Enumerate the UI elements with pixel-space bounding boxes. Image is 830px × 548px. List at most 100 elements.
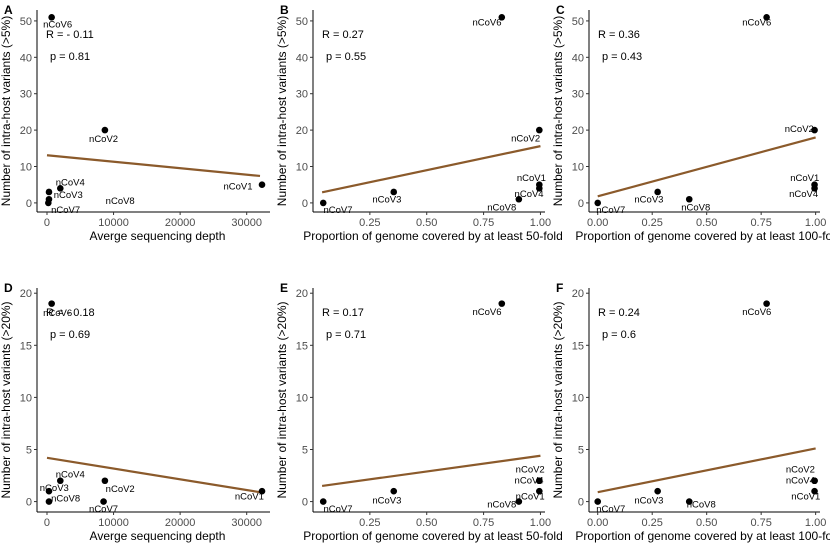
point-label-ncov7: nCoV7 (596, 504, 625, 515)
data-point-ncov3 (654, 188, 661, 196)
y-tick-label: 20 (572, 125, 584, 137)
y-tick-label: 0 (578, 198, 584, 210)
point-label-ncov8: nCoV8 (487, 203, 516, 214)
data-point-ncov8 (685, 498, 693, 505)
panel-c: 0 10 20 30 40 50 0.00 0.25 0.50 0.75 1.00Proportio… (551, 3, 830, 243)
y-tick-label: 10 (20, 392, 32, 404)
y-tick-label: 0 (578, 497, 584, 509)
point-label-ncov8: nCoV8 (106, 196, 135, 207)
trend-line (321, 145, 541, 194)
trend-line (597, 136, 816, 198)
point-label-ncov1: nCoV1 (517, 173, 546, 184)
point-label-ncov3: nCoV3 (634, 496, 663, 507)
p-value-text: p = 0.6 (602, 329, 636, 341)
y-tick-label: 20 (296, 125, 308, 137)
data-point-ncov4 (536, 185, 543, 192)
point-label-ncov1: nCoV1 (235, 491, 264, 502)
point-label-ncov1: nCoV1 (791, 491, 820, 502)
y-tick-label: 10 (296, 162, 308, 174)
y-tick-label: 40 (296, 52, 308, 64)
y-tick-label: 0 (26, 198, 32, 210)
x-axis-label: Proportion of genome covered by at least… (575, 529, 830, 543)
point-label-ncov2: nCoV2 (89, 134, 118, 145)
data-point-ncov8 (515, 195, 523, 203)
point-label-ncov4: nCoV4 (56, 469, 85, 480)
point-label-ncov7: nCoV7 (89, 504, 118, 515)
data-point-ncov1 (258, 181, 266, 189)
x-axis-label: Proportion of genome covered by at least… (303, 529, 563, 543)
x-axis-label: Averge sequencing depth (90, 229, 226, 243)
correlation-r-text: R = 0.17 (322, 307, 364, 319)
data-point-ncov7 (594, 199, 602, 207)
x-tick-label: 0.50 (416, 217, 437, 229)
data-point-ncov1 (536, 487, 543, 495)
data-point-ncov2 (101, 126, 109, 134)
y-tick-label: 15 (20, 340, 32, 352)
x-tick-label: 0.50 (696, 217, 717, 229)
data-point-ncov2 (101, 477, 109, 485)
data-point-ncov7 (319, 199, 327, 207)
x-tick-label: 0.75 (750, 217, 771, 229)
data-point-ncov3 (654, 487, 661, 495)
x-tick-label: 0.25 (359, 217, 380, 229)
p-value-text: p = 0.81 (50, 51, 90, 63)
point-label-ncov2: nCoV2 (106, 484, 135, 495)
point-label-ncov7: nCoV7 (596, 205, 625, 216)
point-label-ncov4: nCoV4 (515, 189, 544, 200)
y-tick-label: 30 (572, 89, 584, 101)
y-tick-label: 50 (572, 16, 584, 28)
point-label-ncov1: nCoV1 (790, 173, 819, 184)
x-tick-label: 0.75 (750, 517, 771, 529)
panel-label: C (556, 3, 565, 17)
panel-d: 0 5 10 15 20 0 10000 20000 30000 Averge sequencin… (0, 281, 270, 543)
y-tick-label: 0 (26, 497, 32, 509)
data-point-ncov8 (685, 195, 693, 203)
y-tick-label: 30 (20, 89, 32, 101)
correlation-r-text: R = 0.36 (598, 29, 640, 41)
data-point-ncov7 (45, 199, 52, 207)
correlation-r-text: R = - 0.18 (46, 307, 95, 319)
x-tick-label: 0.25 (641, 217, 662, 229)
p-value-text: p = 0.55 (326, 51, 366, 63)
point-label-ncov6: nCoV6 (472, 307, 501, 318)
x-tick-label: 0.00 (587, 517, 608, 529)
data-point-ncov4 (536, 477, 543, 485)
correlation-r-text: R = 0.24 (598, 307, 640, 319)
data-point-ncov6 (763, 300, 770, 307)
y-tick-label: 0 (302, 497, 308, 509)
y-tick-label: 15 (572, 340, 584, 352)
y-tick-label: 10 (572, 162, 584, 174)
data-point-ncov6 (498, 13, 506, 21)
point-label-ncov8: nCoV8 (51, 493, 80, 504)
point-label-ncov1: nCoV1 (516, 491, 545, 502)
data-point-ncov3 (390, 188, 398, 196)
x-tick-label: 0.00 (587, 217, 608, 229)
data-point-ncov4 (57, 477, 64, 485)
point-label-ncov6: nCoV6 (472, 18, 501, 29)
data-point-ncov4 (57, 185, 64, 192)
data-point-ncov6 (498, 300, 506, 307)
x-tick-label: 0 (44, 217, 50, 229)
point-label-ncov2: nCoV2 (786, 464, 815, 475)
y-tick-label: 15 (296, 340, 308, 352)
panel-a: 0 10 20 30 40 50 0 10000 20000 30000 Averge sequen… (0, 3, 270, 243)
data-point-ncov2 (811, 126, 818, 134)
point-label-ncov3: nCoV3 (372, 496, 401, 507)
y-tick-label: 20 (296, 288, 308, 300)
point-label-ncov3: nCoV3 (372, 194, 401, 205)
data-point-ncov3 (45, 188, 53, 196)
y-axis-label: Number of intra-host variants (>20%) (275, 301, 289, 498)
data-point-ncov1 (258, 487, 266, 495)
data-point-ncov7 (319, 498, 327, 505)
data-point-ncov7 (594, 498, 602, 505)
data-point-ncov1 (811, 487, 818, 495)
data-point-ncov4 (811, 185, 818, 192)
point-label-ncov4: nCoV4 (56, 178, 85, 189)
x-tick-label: 1.00 (530, 517, 551, 529)
y-tick-label: 40 (20, 52, 32, 64)
point-label-ncov6: nCoV6 (742, 18, 771, 29)
y-axis-label: Number of intra-host variants (>5%) (275, 16, 289, 206)
x-tick-label: 10000 (98, 217, 129, 229)
data-point-ncov7 (100, 498, 107, 505)
